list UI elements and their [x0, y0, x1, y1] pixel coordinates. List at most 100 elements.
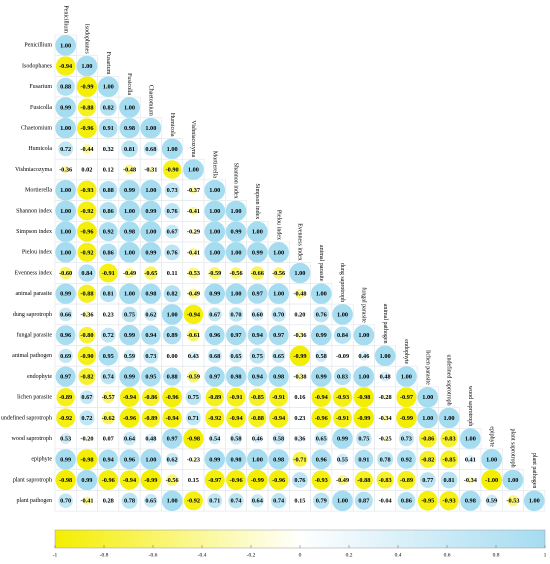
value-label: 1.00	[252, 456, 263, 463]
correlation-circle	[186, 410, 201, 426]
value-label: -0.34	[464, 477, 478, 484]
value-label: -0.49	[336, 477, 349, 484]
value-label: 0.97	[252, 291, 263, 298]
correlation-circle	[76, 469, 98, 491]
correlation-circle	[247, 242, 268, 263]
value-label: -0.53	[506, 498, 519, 505]
correlation-circle	[140, 117, 162, 139]
value-label: 1.00	[273, 249, 284, 256]
correlation-circle	[56, 408, 76, 428]
column-label: lichen parasite	[424, 350, 430, 385]
value-label: 0.64	[252, 498, 264, 505]
value-label: 0.59	[124, 353, 135, 360]
correlation-circle	[55, 449, 76, 470]
correlation-circle	[207, 493, 223, 509]
correlation-circle	[298, 395, 302, 399]
value-label: 0.72	[81, 415, 92, 422]
value-label: 0.58	[231, 436, 242, 443]
value-label: -0.89	[208, 394, 221, 401]
correlation-circle	[311, 366, 332, 387]
row-label: fungal parasite	[17, 332, 53, 339]
column-label: animal parasite	[318, 245, 324, 282]
row-label: Fusarium	[29, 84, 52, 90]
value-label: -0.31	[144, 167, 157, 174]
value-label: 0.64	[124, 436, 136, 443]
value-label: 0.96	[60, 332, 71, 339]
correlation-circle	[189, 186, 198, 195]
correlation-circle	[354, 449, 374, 469]
correlation-circle	[460, 428, 481, 449]
row-label: endophyte	[27, 374, 52, 380]
value-label: 0.92	[401, 456, 412, 463]
correlation-circle	[104, 145, 112, 153]
correlation-circle	[268, 325, 289, 346]
correlation-circle	[187, 328, 200, 342]
value-label: 1.00	[145, 229, 156, 236]
row-label: wood saprotroph	[12, 436, 53, 442]
correlation-circle	[191, 456, 196, 462]
value-label: 0.32	[103, 146, 114, 153]
correlation-circle	[55, 325, 76, 346]
value-label: 0.81	[103, 291, 114, 298]
value-label: 0.74	[273, 498, 285, 505]
column-label: plant pathogen	[531, 453, 537, 489]
correlation-circle	[124, 267, 135, 279]
correlation-circle	[119, 283, 140, 305]
row-label: lichen parasite	[17, 395, 52, 401]
correlation-circle	[161, 138, 183, 160]
correlation-circle	[481, 449, 502, 470]
correlation-circle	[55, 200, 76, 222]
column-label: Fusarium	[105, 52, 111, 75]
correlation-circle	[485, 494, 498, 507]
correlation-circle	[247, 366, 268, 387]
correlation-circle	[269, 387, 289, 407]
value-label: 0.99	[60, 456, 71, 463]
value-label: -0.94	[187, 311, 201, 318]
correlation-circle	[100, 368, 116, 385]
value-label: 0.74	[231, 498, 243, 505]
correlation-circle	[164, 182, 180, 198]
value-label: 1.00	[60, 42, 71, 49]
value-label: 0.72	[103, 332, 114, 339]
value-label: 0.94	[103, 456, 115, 463]
correlation-circle	[107, 168, 110, 171]
column-label: animal pathogen	[382, 304, 388, 344]
value-label: -0.61	[187, 332, 200, 339]
correlation-circle	[163, 367, 182, 386]
value-label: 0.87	[358, 498, 369, 505]
correlation-circle	[122, 432, 137, 446]
value-label: 1.00	[124, 208, 135, 215]
value-label: -0.41	[187, 249, 200, 256]
correlation-circle	[207, 307, 222, 322]
correlation-circle	[121, 140, 138, 158]
value-label: 0.67	[167, 229, 178, 236]
correlation-circle	[417, 386, 439, 408]
value-label: -0.49	[187, 291, 200, 298]
correlation-circle	[100, 327, 116, 343]
value-label: 0.07	[103, 436, 114, 443]
column-label: epiphyte	[488, 426, 494, 447]
value-label: 0.86	[401, 498, 412, 505]
correlation-circle	[102, 391, 115, 404]
correlation-circle	[121, 306, 138, 323]
correlation-circle	[97, 76, 119, 98]
correlation-circle	[107, 437, 109, 440]
correlation-circle	[380, 371, 391, 382]
correlation-circle	[161, 490, 183, 512]
value-label: -0.94	[123, 394, 137, 401]
value-label: 0.91	[358, 456, 369, 463]
value-label: 0.86	[103, 208, 114, 215]
value-label: 1.00	[422, 394, 433, 401]
value-label: -0.88	[80, 291, 93, 298]
value-label: 0.72	[60, 146, 71, 153]
correlation-circle	[183, 159, 204, 180]
value-label: 0.59	[486, 498, 497, 505]
correlation-circle	[228, 493, 244, 509]
column-label: Fusicolla	[126, 73, 132, 95]
correlation-circle	[191, 478, 196, 482]
value-label: 0.66	[60, 311, 71, 318]
correlation-circle	[332, 428, 353, 449]
value-label: -0.96	[102, 477, 115, 484]
value-label: 0.99	[316, 374, 327, 381]
correlation-circle	[289, 262, 311, 284]
